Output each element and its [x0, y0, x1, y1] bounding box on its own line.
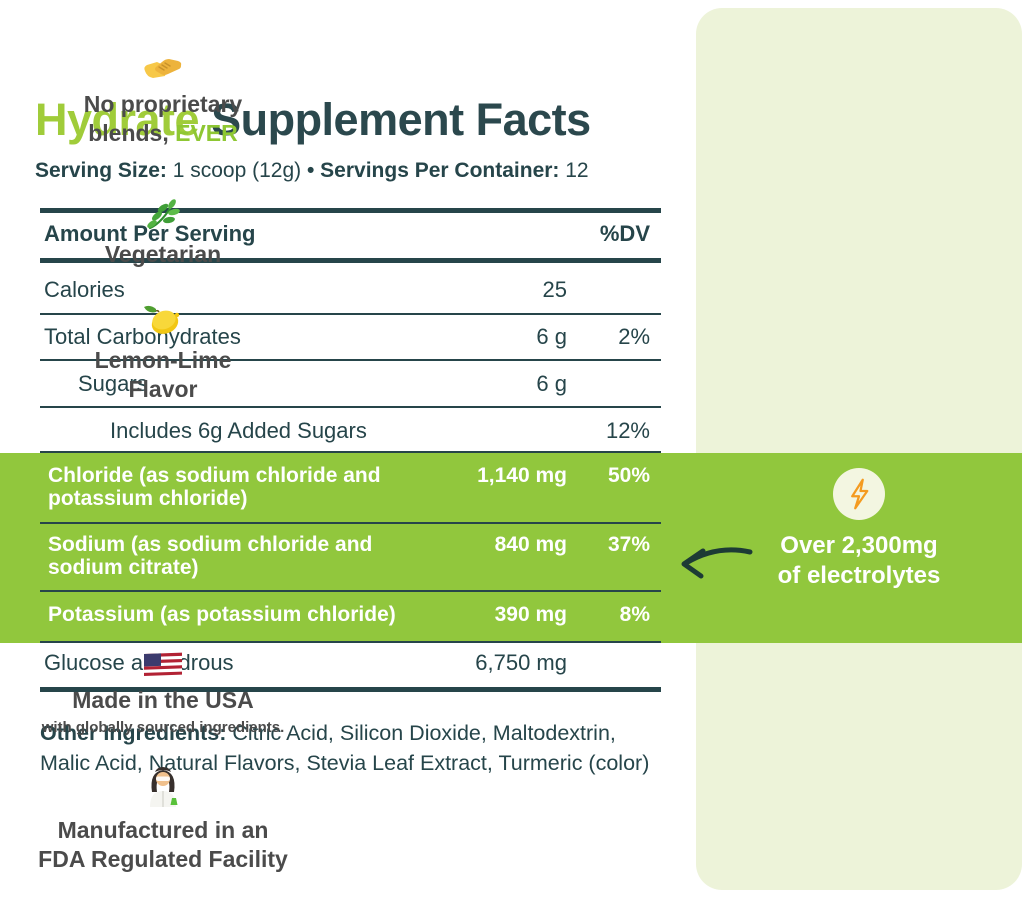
other-ingredients: Other Ingredients: Citric Acid, Silicon …	[40, 718, 668, 778]
other-ingredients-text: Citric Acid, Silicon Dioxide, Maltodextr…	[40, 721, 650, 775]
herb-icon	[147, 199, 180, 230]
servings-per-container-label: Servings Per Container:	[314, 159, 560, 182]
divider	[40, 258, 661, 263]
servings-per-container-value: 12	[559, 159, 589, 182]
us-flag-icon	[144, 652, 182, 676]
dv-header: %DV	[599, 221, 650, 246]
brand-name: Hydrate	[35, 94, 200, 145]
facts-row-glucose: Glucose anhydrous 6,750 mg	[40, 650, 661, 676]
lightning-circle	[833, 468, 885, 520]
electrolytes-line: Over 2,300mg	[780, 532, 938, 559]
divider	[40, 208, 661, 213]
handshake-icon	[144, 59, 182, 78]
benefit-electrolytes: Over 2,300mg of electrolytes	[696, 468, 1022, 591]
row-amount: 390 mg	[494, 603, 567, 626]
divider	[40, 522, 661, 524]
benefit-text: Made in the USA	[72, 687, 254, 713]
divider	[40, 451, 661, 453]
benefit-text: Vegetarian	[104, 241, 222, 267]
benefit-vegetarian: Vegetarian	[0, 196, 326, 269]
row-name: Chloride (as sodium chloride and potassi…	[48, 464, 381, 510]
benefit-text: Manufactured in an FDA Regulated Facilit…	[0, 816, 326, 874]
benefits-panel	[696, 8, 1022, 890]
bullet-separator: •	[306, 159, 315, 182]
scientist-icon	[150, 767, 178, 807]
lemon-icon	[144, 305, 180, 334]
benefit-no-proprietary-blends: No proprietary blends, EVER	[0, 54, 326, 148]
facts-row-sugars: Sugars 6 g	[40, 371, 661, 397]
row-name: Sodium (as sodium chloride and sodium ci…	[48, 533, 373, 579]
divider	[40, 687, 661, 692]
title-text: Supplement Facts	[199, 94, 591, 145]
benefit-subtext: with globally sourced ingredients.	[41, 719, 285, 736]
divider	[40, 641, 661, 643]
row-amount: 6,750 mg	[475, 650, 567, 675]
row-name: Potassium (as potassium chloride)	[48, 603, 396, 626]
left-arrow-icon	[681, 547, 753, 579]
facts-row-added-sugars: Includes 6g Added Sugars 12%	[40, 418, 661, 444]
facts-row-sodium: Sodium (as sodium chloride and sodium ci…	[40, 533, 661, 579]
facts-row-potassium: Potassium (as potassium chloride) 390 mg…	[40, 603, 661, 626]
benefit-line: Lemon-Lime	[94, 347, 232, 373]
electrolytes-line: of electrolytes	[777, 562, 941, 589]
serving-info: Serving Size: 1 scoop (12g) • Servings P…	[35, 159, 589, 183]
row-dv: 2%	[618, 324, 650, 349]
facts-header-row: Amount Per Serving %DV	[40, 221, 661, 247]
row-dv: 50%	[607, 464, 650, 487]
row-amount: 1,140 mg	[477, 464, 567, 487]
facts-row-chloride: Chloride (as sodium chloride and potassi…	[40, 464, 661, 510]
benefit-line: FDA Regulated Facility	[38, 846, 288, 872]
benefit-accent: EVER	[175, 120, 238, 146]
row-amount: 840 mg	[494, 533, 567, 556]
lightning-icon	[851, 478, 869, 510]
benefit-text: Lemon-Lime Flavor	[0, 346, 326, 404]
row-name: Calories	[44, 277, 125, 302]
benefit-flavor: Lemon-Lime Flavor	[0, 300, 326, 404]
row-amount: 25	[542, 277, 567, 302]
divider	[40, 359, 661, 361]
row-amount: 6 g	[536, 371, 567, 396]
row-amount: 6 g	[536, 324, 567, 349]
electrolytes-text: Over 2,300mg of electrolytes	[696, 531, 1022, 591]
divider	[40, 590, 661, 592]
serving-size-value: 1 scoop (12g)	[166, 159, 307, 182]
other-ingredients-label: Other Ingredients:	[40, 721, 227, 745]
benefit-text: No proprietary blends, EVER	[0, 90, 326, 148]
row-name: Total Carbohydrates	[44, 324, 241, 349]
facts-row-calories: Calories 25	[40, 277, 661, 303]
divider	[40, 313, 661, 315]
facts-row-carbohydrates: Total Carbohydrates 6 g 2%	[40, 324, 661, 350]
benefit-line: No proprietary	[83, 91, 243, 117]
benefit-line: Manufactured in an	[57, 817, 269, 843]
benefit-line: Flavor	[128, 376, 198, 402]
row-dv: 37%	[607, 533, 650, 556]
benefit-line: blends,	[88, 120, 176, 146]
row-dv: 12%	[605, 418, 650, 443]
serving-size-label: Serving Size:	[35, 159, 167, 182]
benefit-fda: Manufactured in an FDA Regulated Facilit…	[0, 762, 326, 874]
row-name: Includes 6g Added Sugars	[110, 418, 367, 443]
row-dv: 8%	[619, 603, 650, 626]
divider	[40, 406, 661, 408]
row-name: Sugars	[78, 371, 148, 396]
page-title: Hydrate Supplement Facts	[35, 94, 591, 146]
benefit-usa: Made in the USA with globally sourced in…	[0, 652, 326, 736]
row-name: Glucose anhydrous	[44, 650, 234, 675]
